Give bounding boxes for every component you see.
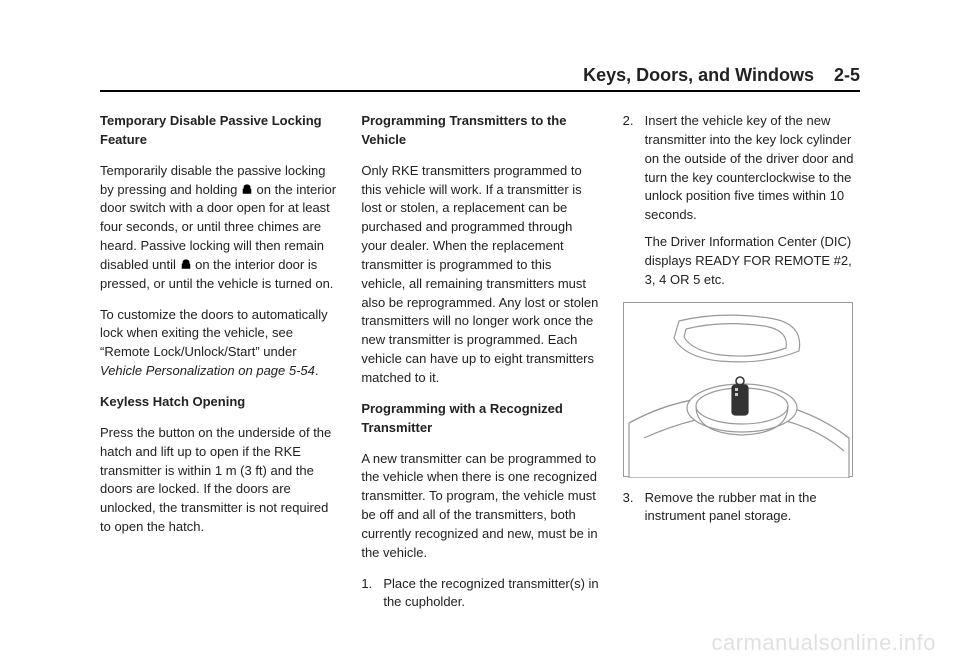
col2-steps: 1. Place the recognized transmitter(s) i…	[361, 575, 598, 613]
content-columns: Temporary Disable Passive Locking Featur…	[100, 112, 860, 620]
instrument-panel-storage-diagram	[623, 302, 853, 477]
col3-steps-b: 3. Remove the rubber mat in the instrume…	[623, 489, 860, 527]
step-3-num: 3.	[623, 489, 634, 508]
lock-icon	[241, 184, 253, 195]
step-2-text: Insert the vehicle key of the new transm…	[645, 113, 854, 222]
col2-heading-2: Programming with a Recognized Transmitte…	[361, 400, 598, 438]
col1-crossref: Vehicle Personalization on page 5-54	[100, 363, 315, 378]
col1-p2a: To customize the doors to automatically …	[100, 307, 328, 360]
col1-para-1: Temporarily disable the passive locking …	[100, 162, 337, 294]
col3-para-1: The Driver Information Center (DIC) disp…	[623, 233, 860, 290]
page-number: 2-5	[834, 65, 860, 85]
col2-para-2: A new transmitter can be programmed to t…	[361, 450, 598, 563]
storage-illustration-svg	[624, 303, 854, 478]
col2-para-1: Only RKE transmitters programmed to this…	[361, 162, 598, 388]
column-3: 2. Insert the vehicle key of the new tra…	[623, 112, 860, 620]
step-1: 1. Place the recognized transmitter(s) i…	[361, 575, 598, 613]
col1-p2b: .	[315, 363, 319, 378]
step-3: 3. Remove the rubber mat in the instrume…	[623, 489, 860, 527]
col2-heading-1: Programming Transmitters to the Vehicle	[361, 112, 598, 150]
step-2-num: 2.	[623, 112, 634, 131]
col1-para-2: To customize the doors to automatically …	[100, 306, 337, 381]
column-2: Programming Transmitters to the Vehicle …	[361, 112, 598, 620]
watermark: carmanualsonline.info	[711, 630, 936, 656]
col3-steps-a: 2. Insert the vehicle key of the new tra…	[623, 112, 860, 225]
col1-para-3: Press the button on the underside of the…	[100, 424, 337, 537]
page-header: Keys, Doors, and Windows 2-5	[100, 65, 860, 92]
lock-icon	[180, 259, 192, 270]
section-title: Keys, Doors, and Windows	[583, 65, 814, 85]
step-2: 2. Insert the vehicle key of the new tra…	[623, 112, 860, 225]
step-3-text: Remove the rubber mat in the instrument …	[645, 490, 817, 524]
manual-page: Keys, Doors, and Windows 2-5 Temporary D…	[100, 65, 860, 635]
step-1-num: 1.	[361, 575, 372, 594]
col1-heading-2: Keyless Hatch Opening	[100, 393, 337, 412]
column-1: Temporary Disable Passive Locking Featur…	[100, 112, 337, 620]
col1-heading-1: Temporary Disable Passive Locking Featur…	[100, 112, 337, 150]
step-1-text: Place the recognized transmitter(s) in t…	[383, 576, 598, 610]
